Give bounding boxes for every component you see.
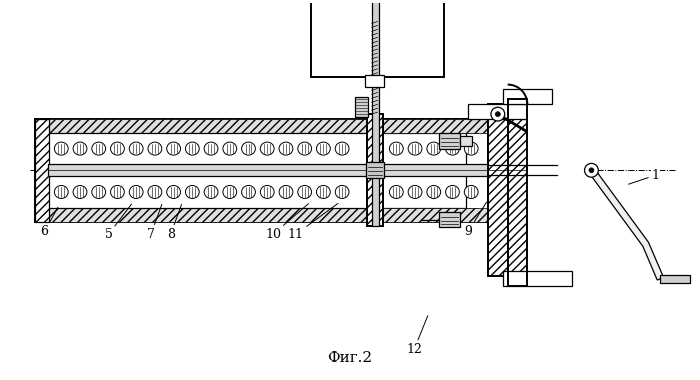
Bar xyxy=(366,162,384,178)
Ellipse shape xyxy=(148,185,162,198)
Ellipse shape xyxy=(408,142,422,155)
Ellipse shape xyxy=(316,185,330,198)
Text: Фиг.2: Фиг.2 xyxy=(328,350,372,364)
Ellipse shape xyxy=(279,142,293,155)
Bar xyxy=(35,119,478,133)
Ellipse shape xyxy=(148,142,162,155)
Circle shape xyxy=(491,107,505,121)
Bar xyxy=(382,208,488,222)
Ellipse shape xyxy=(260,142,274,155)
Bar xyxy=(439,133,461,149)
Ellipse shape xyxy=(223,185,237,198)
Bar xyxy=(660,275,690,283)
Bar xyxy=(508,99,527,286)
Bar xyxy=(382,119,488,133)
Ellipse shape xyxy=(73,185,87,198)
Ellipse shape xyxy=(167,185,181,198)
Ellipse shape xyxy=(446,185,459,198)
Ellipse shape xyxy=(241,142,255,155)
Ellipse shape xyxy=(260,185,274,198)
Bar xyxy=(35,119,50,222)
Bar xyxy=(527,104,592,276)
Ellipse shape xyxy=(464,185,478,198)
Text: 7: 7 xyxy=(147,204,162,241)
Bar xyxy=(461,136,473,146)
Ellipse shape xyxy=(389,185,403,198)
Ellipse shape xyxy=(55,142,68,155)
Ellipse shape xyxy=(167,142,181,155)
Ellipse shape xyxy=(223,142,237,155)
Ellipse shape xyxy=(335,185,349,198)
Text: 12: 12 xyxy=(406,316,428,356)
Ellipse shape xyxy=(73,142,87,155)
Bar xyxy=(372,0,379,226)
Bar xyxy=(365,75,384,87)
Circle shape xyxy=(496,112,500,117)
Ellipse shape xyxy=(279,185,293,198)
Bar xyxy=(48,165,557,176)
Ellipse shape xyxy=(427,185,441,198)
Ellipse shape xyxy=(408,185,422,198)
Bar xyxy=(508,99,527,286)
Bar xyxy=(46,133,466,208)
Text: 8: 8 xyxy=(167,204,181,241)
Bar xyxy=(468,104,527,119)
Text: 5: 5 xyxy=(104,204,132,241)
Ellipse shape xyxy=(55,185,68,198)
Bar xyxy=(503,271,572,286)
Ellipse shape xyxy=(316,142,330,155)
Bar xyxy=(311,0,444,77)
Bar xyxy=(355,97,368,117)
Ellipse shape xyxy=(92,142,106,155)
Text: 10: 10 xyxy=(265,204,309,241)
Text: 9: 9 xyxy=(464,202,486,238)
Ellipse shape xyxy=(186,185,199,198)
Ellipse shape xyxy=(130,142,143,155)
Ellipse shape xyxy=(204,185,218,198)
Text: 6: 6 xyxy=(41,207,58,238)
Ellipse shape xyxy=(427,142,441,155)
Ellipse shape xyxy=(204,142,218,155)
Circle shape xyxy=(584,163,598,177)
Ellipse shape xyxy=(464,142,478,155)
Bar xyxy=(488,104,508,276)
Ellipse shape xyxy=(446,142,459,155)
Ellipse shape xyxy=(298,185,312,198)
Ellipse shape xyxy=(389,142,403,155)
Ellipse shape xyxy=(241,185,255,198)
Ellipse shape xyxy=(298,142,312,155)
Text: 11: 11 xyxy=(288,203,338,241)
Ellipse shape xyxy=(111,185,125,198)
Bar xyxy=(367,114,382,226)
Ellipse shape xyxy=(111,142,125,155)
Bar xyxy=(439,212,461,228)
Bar xyxy=(382,119,488,222)
Bar xyxy=(35,119,478,222)
Bar xyxy=(503,90,552,104)
Circle shape xyxy=(589,168,594,173)
Polygon shape xyxy=(589,168,664,280)
Ellipse shape xyxy=(130,185,143,198)
Bar xyxy=(35,208,478,222)
Text: 1: 1 xyxy=(629,169,659,184)
Ellipse shape xyxy=(186,142,199,155)
Ellipse shape xyxy=(335,142,349,155)
Ellipse shape xyxy=(92,185,106,198)
